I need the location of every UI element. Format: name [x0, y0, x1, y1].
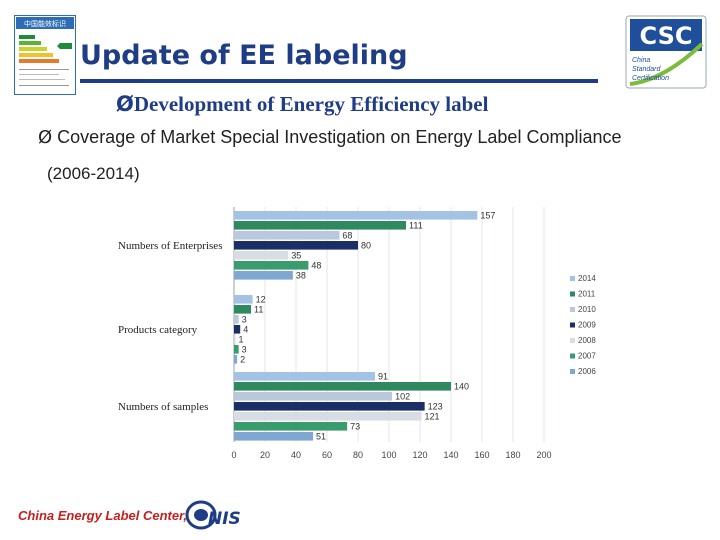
legend-swatch — [570, 369, 575, 374]
bar — [234, 432, 314, 441]
legend-label: 2010 — [578, 305, 596, 314]
legend-swatch — [570, 322, 575, 328]
bar-value-label: 91 — [378, 372, 388, 382]
bar-value-label: 68 — [342, 231, 352, 241]
cnis-logo: NIS — [185, 500, 241, 530]
bar-value-label: 4 — [243, 325, 248, 335]
chart-x-ticks: 0 20 40 60 80 100 120 140 160 180 200 — [231, 450, 551, 460]
bar — [234, 221, 407, 230]
bar — [234, 231, 340, 240]
category-label: Numbers of samples — [118, 401, 208, 413]
x-tick-label: 180 — [505, 450, 520, 460]
legend-swatch — [570, 276, 575, 281]
bar — [234, 261, 309, 270]
bar — [234, 295, 253, 304]
bar — [234, 372, 376, 381]
bar-value-label: 157 — [480, 211, 495, 221]
legend-swatch — [570, 338, 575, 343]
bar — [234, 392, 393, 401]
x-tick-label: 20 — [260, 450, 270, 460]
x-tick-label: 60 — [322, 450, 332, 460]
bar — [234, 271, 293, 280]
chart-bars — [234, 211, 478, 441]
chart-value-labels: 1571116880354838121134132911401021231217… — [239, 211, 496, 442]
bar-value-label: 38 — [296, 271, 306, 281]
footer-organization: China Energy Label Center, — [18, 508, 188, 523]
bar-value-label: 48 — [311, 261, 321, 271]
compliance-bar-chart: 1571116880354838121134132911401021231217… — [118, 207, 596, 460]
bar-value-label: 73 — [350, 422, 360, 432]
thumb-title: 中国能效标识 — [24, 19, 66, 28]
bar — [234, 335, 236, 344]
csc-logo-china: China — [632, 57, 650, 64]
legend-label: 2008 — [578, 336, 596, 345]
bar — [234, 382, 451, 391]
chart-category-labels: Numbers of Enterprises Products category N… — [118, 240, 222, 413]
bar-value-label: 12 — [256, 295, 266, 305]
legend-label: 2009 — [578, 321, 596, 330]
bar — [234, 345, 239, 354]
legend-swatch — [570, 291, 575, 297]
bar — [234, 402, 425, 411]
bar-value-label: 51 — [316, 432, 326, 442]
bullet-sub: Ø Coverage of Market Special Investigatio… — [38, 127, 622, 148]
bar — [234, 355, 238, 364]
x-tick-label: 200 — [536, 450, 551, 460]
bar-value-label: 35 — [291, 251, 301, 261]
bar — [234, 325, 241, 334]
x-tick-label: 100 — [381, 450, 396, 460]
cnis-logo-text: NIS — [208, 509, 241, 529]
x-tick-label: 80 — [353, 450, 363, 460]
bullet-main-text: Development of Energy Efficiency label — [133, 92, 489, 116]
legend-swatch — [570, 307, 575, 312]
bar-value-label: 1 — [239, 335, 244, 345]
title-underline — [80, 79, 598, 83]
bar-value-label: 111 — [409, 221, 423, 231]
legend-swatch — [570, 353, 575, 359]
bar-value-label: 123 — [428, 402, 443, 412]
bar-value-label: 3 — [242, 345, 247, 355]
x-tick-label: 40 — [291, 450, 301, 460]
csc-logo: CSC China Standard Certification — [625, 15, 707, 89]
chart-legend: 2014 2011 2010 2009 2008 2007 2006 — [570, 274, 596, 376]
bar — [234, 412, 422, 421]
csc-logo-certification: Certification — [632, 75, 669, 82]
bar — [234, 251, 289, 260]
x-tick-label: 160 — [474, 450, 489, 460]
bar — [234, 305, 252, 314]
bar-value-label: 102 — [395, 392, 410, 402]
bar-value-label: 3 — [242, 315, 247, 325]
arrow-bullet-icon: Ø — [116, 92, 134, 116]
csc-logo-text: CSC — [640, 22, 693, 50]
bar-value-label: 140 — [454, 382, 469, 392]
bullet-sub-continuation: (2006-2014) — [47, 164, 140, 183]
bar — [234, 211, 478, 220]
bar — [234, 241, 358, 250]
bar — [234, 422, 348, 431]
bullet-main: ØDevelopment of Energy Efficiency label — [116, 92, 488, 117]
csc-logo-standard: Standard — [632, 66, 662, 73]
bar — [234, 315, 239, 324]
legend-label: 2011 — [578, 290, 596, 299]
energy-label-thumbnail: 中国能效标识 — [14, 15, 76, 95]
bar-value-label: 121 — [425, 412, 440, 422]
legend-label: 2007 — [578, 352, 596, 361]
bar-value-label: 2 — [240, 355, 245, 365]
bar-value-label: 11 — [254, 305, 263, 315]
category-label: Numbers of Enterprises — [118, 240, 222, 252]
x-tick-label: 140 — [443, 450, 458, 460]
legend-label: 2014 — [578, 274, 596, 283]
x-tick-label: 0 — [231, 450, 236, 460]
x-tick-label: 120 — [412, 450, 427, 460]
bar-value-label: 80 — [361, 241, 371, 251]
legend-label: 2006 — [578, 367, 596, 376]
bullet-sub-text: Coverage of Market Special Investigation… — [57, 127, 622, 147]
arrow-bullet-icon: Ø — [38, 127, 53, 148]
category-label: Products category — [118, 324, 198, 336]
page-title: Update of EE labeling — [80, 40, 408, 71]
